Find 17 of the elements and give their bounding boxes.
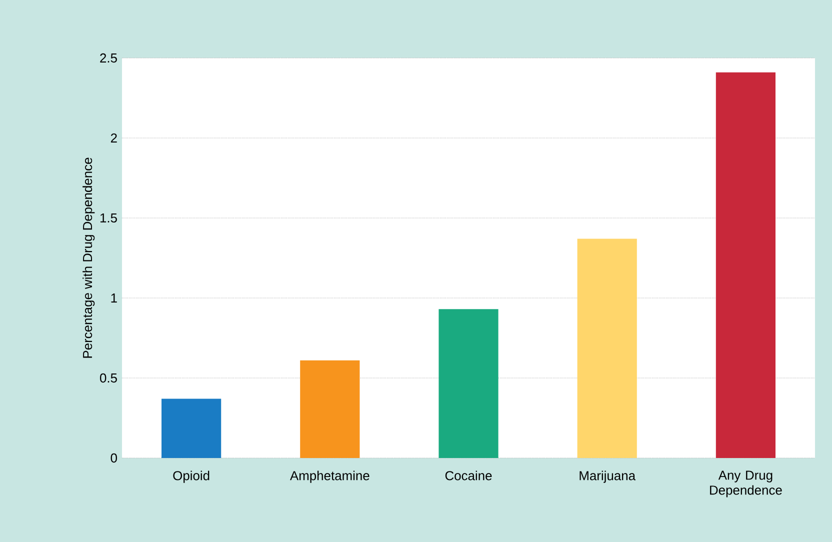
x-tick-label: Amphetamine xyxy=(290,470,370,483)
y-tick-label: 2 xyxy=(110,133,117,143)
bar xyxy=(716,72,776,458)
x-tick-label: Marijuana xyxy=(580,470,636,483)
y-tick-label: 0.5 xyxy=(100,373,117,383)
x-tick-label: Opioid xyxy=(173,470,210,483)
bar xyxy=(162,398,222,458)
bar xyxy=(577,238,637,458)
x-tick-label: Cocaine xyxy=(445,470,492,480)
y-tick-label: 1.5 xyxy=(100,213,117,223)
bar xyxy=(300,360,360,458)
y-axis-title: Percentage with Drug Dependence xyxy=(82,158,95,358)
y-tick-label: 2.5 xyxy=(100,53,117,63)
x-tick-label: Any Drug Dependence xyxy=(710,470,782,498)
y-tick-label: 0 xyxy=(110,453,117,463)
bar xyxy=(438,309,498,458)
y-tick-label: 1 xyxy=(111,294,117,302)
